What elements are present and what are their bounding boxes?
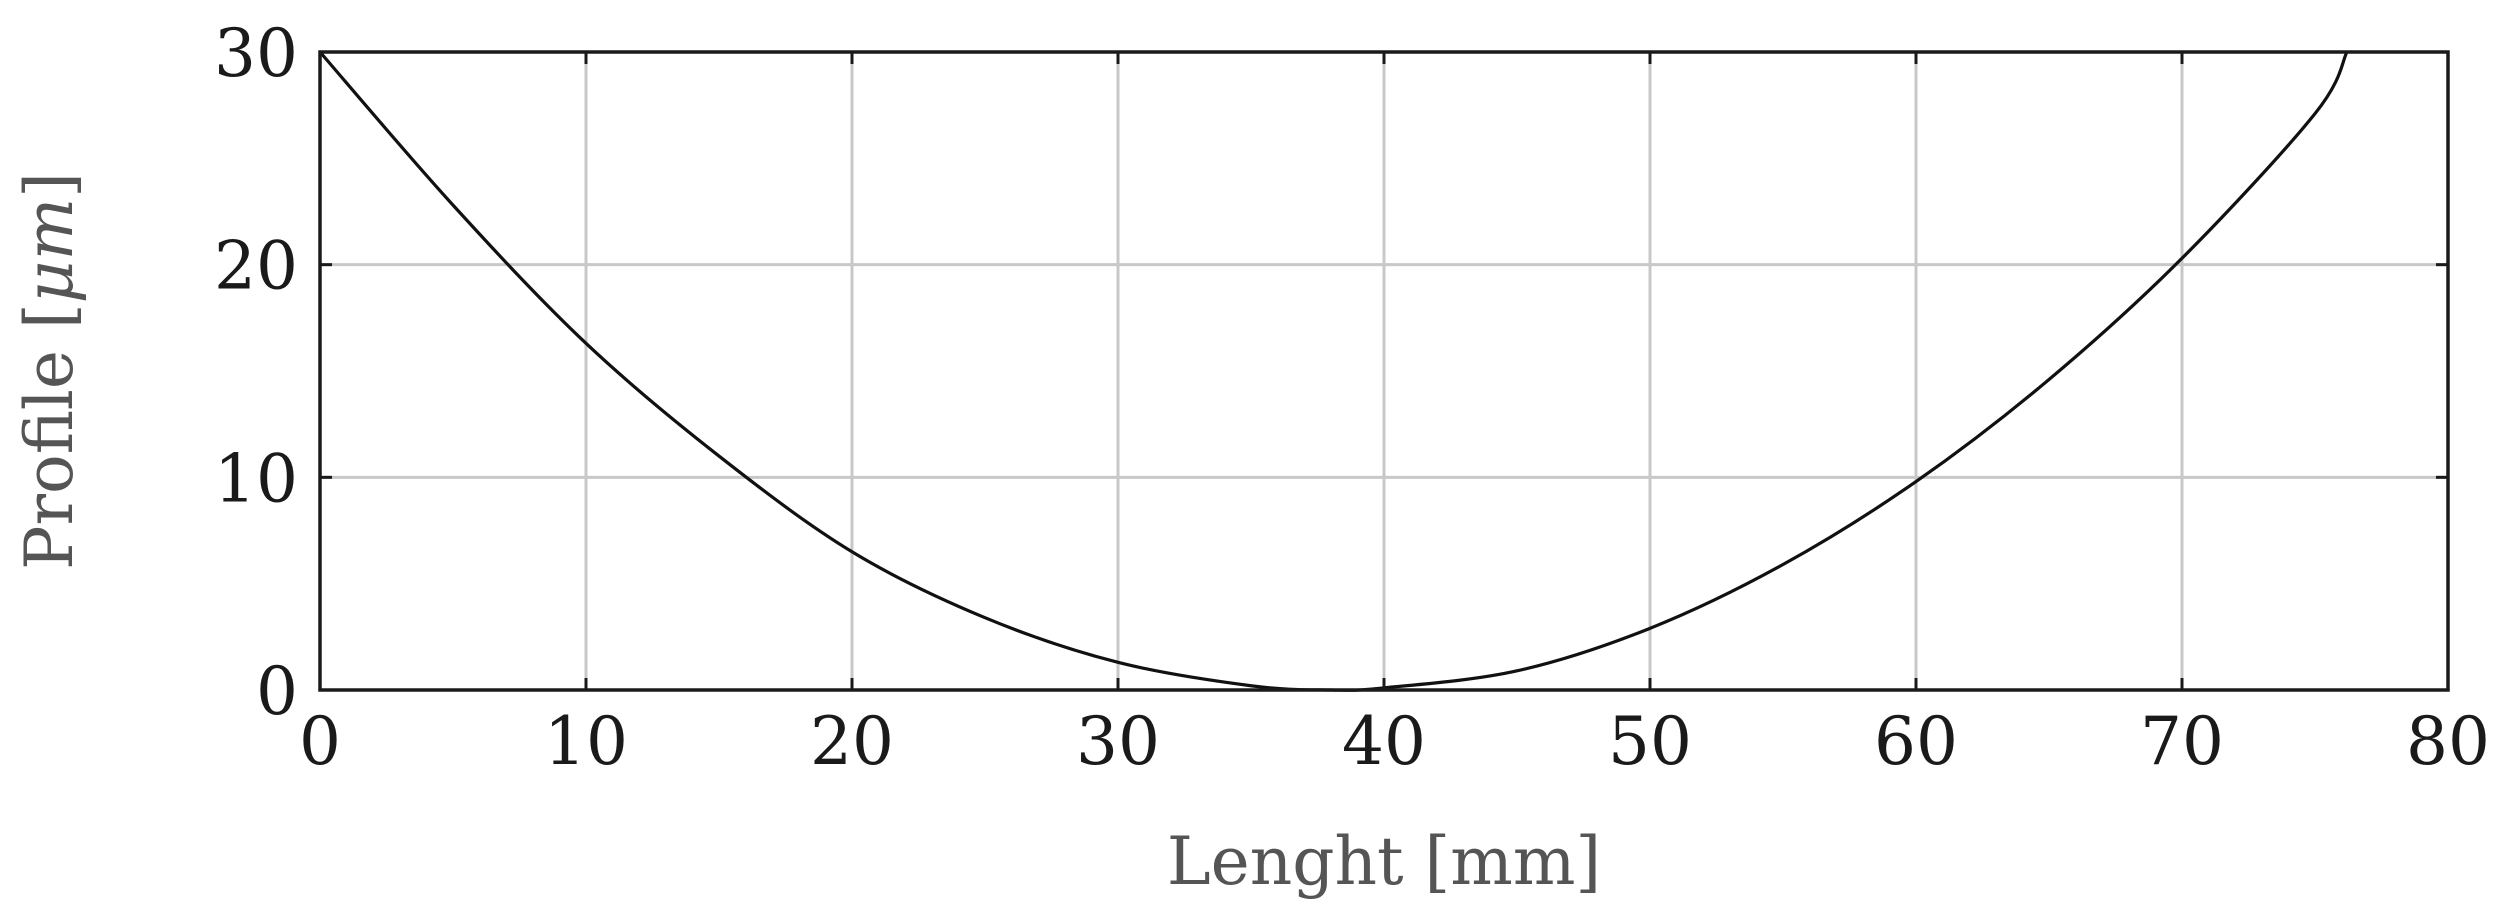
y-tick-label: 0 — [256, 653, 298, 730]
x-tick-label: 70 — [2140, 703, 2224, 780]
x-axis-tick-labels: 0 10 20 30 40 50 60 70 80 — [299, 703, 2490, 780]
y-tick-label: 20 — [214, 228, 298, 305]
x-tick-label: 10 — [544, 703, 628, 780]
x-axis-title: Lenght [mm] — [1167, 823, 1601, 900]
grid-lines — [318, 50, 2450, 692]
series-line-profile — [318, 50, 2349, 692]
x-tick-label: 20 — [810, 703, 894, 780]
y-tick-label: 30 — [214, 15, 298, 92]
y-axis-title-suffix: ] — [11, 172, 88, 198]
y-axis-title-unit: μm — [11, 198, 88, 303]
x-tick-label: 0 — [299, 703, 341, 780]
x-tick-label: 60 — [1874, 703, 1958, 780]
tick-marks — [318, 50, 2450, 692]
y-axis-title: Profile [μm] — [11, 172, 88, 570]
y-axis-tick-labels: 0 10 20 30 — [214, 15, 298, 730]
x-tick-label: 40 — [1342, 703, 1426, 780]
y-axis-title-prefix: Profile [ — [11, 303, 88, 570]
x-tick-label: 50 — [1608, 703, 1692, 780]
x-tick-label: 30 — [1076, 703, 1160, 780]
x-tick-label: 80 — [2406, 703, 2490, 780]
y-tick-label: 10 — [214, 440, 298, 517]
